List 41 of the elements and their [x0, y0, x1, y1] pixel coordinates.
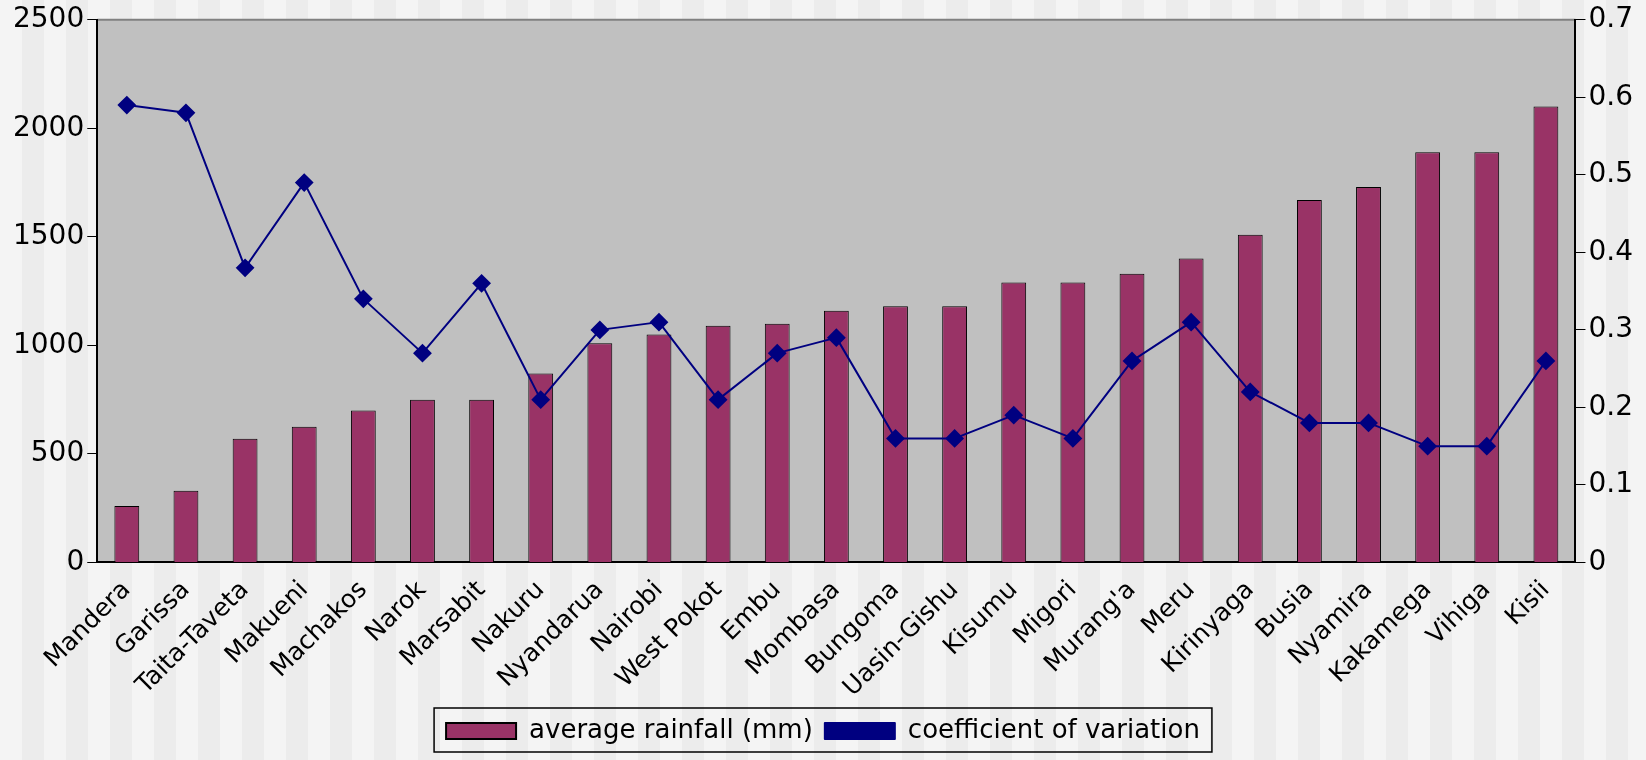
y2-tick-label: 0.4 — [1588, 233, 1633, 267]
y-tick-label: 500 — [30, 435, 85, 469]
point — [768, 344, 787, 363]
y-tick-label: 2000 — [12, 109, 85, 143]
point — [413, 344, 432, 363]
point — [295, 173, 314, 192]
point — [1359, 413, 1378, 432]
y2-tick-label: 0.6 — [1588, 78, 1633, 112]
point — [176, 103, 195, 122]
legend-label: coefficient of variation — [907, 713, 1200, 744]
y2-tick-label: 0.5 — [1588, 156, 1633, 190]
point — [472, 274, 491, 293]
y-tick-label: 0 — [66, 543, 85, 577]
point — [1182, 313, 1201, 332]
point — [1063, 429, 1082, 448]
point — [649, 313, 668, 332]
y-tick-label: 2500 — [12, 1, 85, 35]
legend-label: average rainfall (mm) — [529, 713, 813, 744]
y2-tick-label: 0 — [1588, 543, 1607, 577]
point — [590, 320, 609, 339]
y2-tick-label: 0.7 — [1588, 1, 1633, 35]
y2-tick-label: 0.1 — [1588, 466, 1633, 500]
y-tick-label: 1000 — [12, 326, 85, 360]
point — [236, 258, 255, 277]
point — [1418, 437, 1437, 456]
point — [1123, 351, 1142, 370]
point — [886, 429, 905, 448]
point — [1300, 413, 1319, 432]
y-tick-label: 1500 — [12, 218, 85, 252]
point — [531, 390, 550, 409]
point — [709, 390, 728, 409]
point — [827, 328, 846, 347]
point — [117, 96, 136, 115]
point — [1536, 351, 1555, 370]
point — [1477, 437, 1496, 456]
y2-tick-label: 0.3 — [1588, 311, 1633, 345]
point — [1241, 382, 1260, 401]
point — [945, 429, 964, 448]
point — [354, 289, 373, 308]
point — [1004, 406, 1023, 425]
y2-tick-label: 0.2 — [1588, 388, 1633, 422]
